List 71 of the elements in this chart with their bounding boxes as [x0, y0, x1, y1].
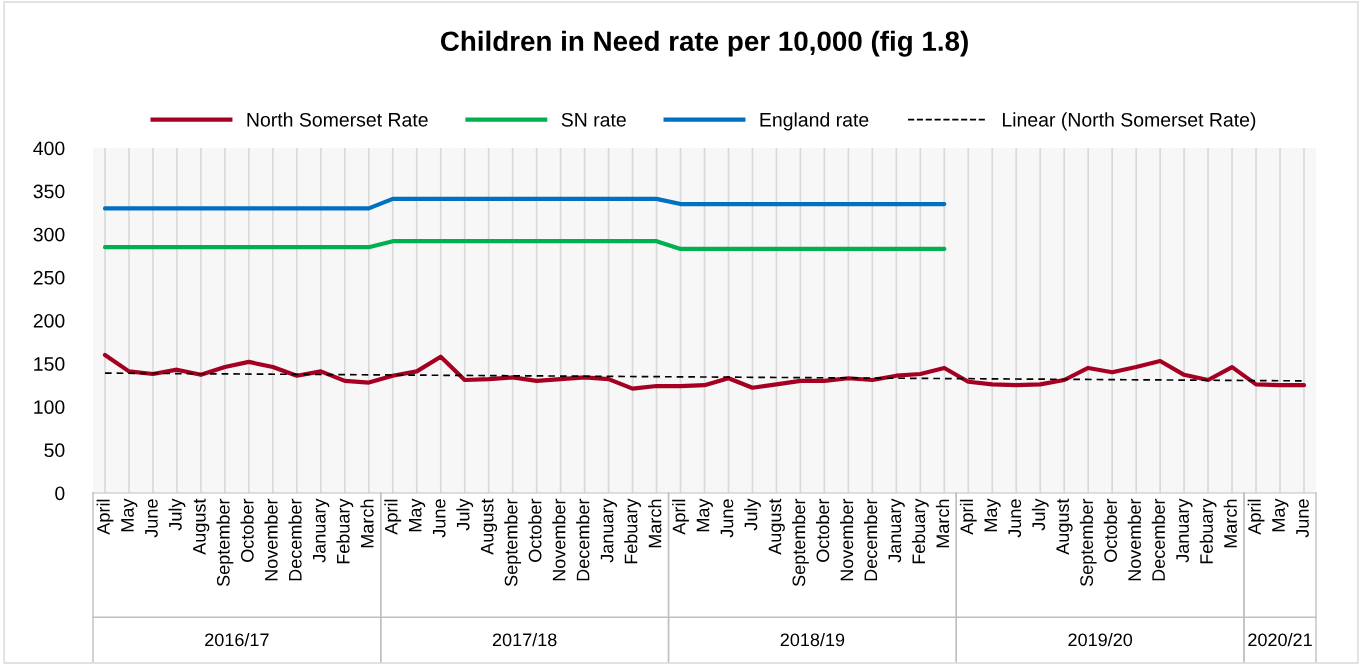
- x-tick-label: November: [552, 498, 566, 581]
- x-tick-label: July: [168, 498, 186, 531]
- x-tick-label: December: [288, 498, 302, 581]
- x-tick-label: July: [456, 498, 474, 531]
- y-tick-label: 250: [33, 270, 65, 285]
- x-tick-label: November: [264, 498, 278, 581]
- line-series: [102, 352, 1307, 391]
- y-tick-label: 300: [33, 227, 65, 242]
- text: 2020/21: [1248, 632, 1312, 647]
- x-tick-label: September: [792, 498, 809, 587]
- x-tick-label: June: [145, 499, 158, 538]
- x-tick-label: April: [959, 499, 977, 535]
- x-tick-label: December: [863, 498, 878, 581]
- x-tick-label: January: [888, 498, 905, 563]
- legend-label: North Somerset Rate: [247, 112, 428, 127]
- x-tick-label: October: [1103, 498, 1118, 562]
- x-tick-label: November: [1127, 498, 1141, 581]
- y-tick-label: 150: [34, 357, 65, 371]
- x-tick-label: August: [193, 498, 210, 555]
- x-tick-label: June: [1296, 499, 1309, 538]
- x-tick-label: Febuary: [624, 498, 641, 564]
- x-tick-label: August: [480, 498, 498, 555]
- x-tick-label: March: [935, 499, 950, 548]
- x-tick-label: Febuary: [1199, 498, 1217, 564]
- chart-title: Children in Need rate per 10,000 (fig 1.8): [440, 30, 968, 57]
- x-tick-label: October: [528, 498, 542, 562]
- x-tick-label: August: [768, 498, 785, 555]
- x-tick-label: April: [96, 499, 114, 535]
- x-tick-label: Febuary: [336, 498, 354, 564]
- legend-label: Linear (North Somerset Rate): [1002, 112, 1256, 131]
- x-tick-label: September: [1079, 498, 1097, 587]
- x-tick-label: January: [1176, 498, 1193, 563]
- x-tick-label: December: [1151, 498, 1165, 581]
- text: 2018/19: [780, 632, 845, 647]
- text: 2016/17: [205, 632, 269, 647]
- x-tick-label: June: [1008, 499, 1022, 538]
- y-tick-label: 200: [33, 313, 65, 328]
- x-tick-label: April: [1247, 499, 1265, 535]
- y-tick-label: 350: [33, 184, 65, 199]
- x-tick-label: May: [408, 498, 426, 532]
- text: 2019/20: [1068, 632, 1133, 647]
- y-tick-label: 100: [34, 400, 65, 414]
- x-tick-label: May: [984, 498, 1001, 532]
- x-tick-label: October: [815, 498, 830, 562]
- x-tick-label: Febuary: [911, 498, 929, 564]
- x-tick-label: September: [504, 498, 522, 587]
- y-tick-label: 0: [55, 486, 65, 501]
- x-tick-label: March: [360, 499, 374, 548]
- x-tick-label: January: [600, 498, 617, 563]
- x-tick-label: May: [1272, 498, 1289, 532]
- x-tick-label: June: [432, 499, 446, 538]
- x-tick-label: December: [576, 498, 590, 581]
- x-tick-label: March: [1223, 499, 1237, 548]
- x-tick-label: July: [744, 498, 761, 531]
- x-tick-label: October: [240, 498, 254, 562]
- y-tick-label: 400: [33, 141, 65, 156]
- x-tick-label: April: [384, 499, 402, 535]
- legend-label: England rate: [760, 112, 869, 131]
- x-tick-label: September: [216, 498, 234, 587]
- x-tick-label: May: [696, 498, 713, 532]
- legend-label: SN rate: [561, 112, 626, 127]
- x-tick-label: July: [1031, 498, 1049, 531]
- y-tick-label: 50: [44, 443, 65, 458]
- x-tick-label: April: [672, 499, 689, 535]
- x-tick-label: November: [839, 498, 854, 581]
- x-tick-label: January: [313, 498, 330, 563]
- text: 2017/18: [492, 632, 557, 647]
- x-tick-label: May: [121, 498, 138, 532]
- x-tick-label: March: [648, 499, 662, 548]
- x-tick-label: June: [720, 499, 734, 538]
- x-tick-label: August: [1056, 498, 1073, 555]
